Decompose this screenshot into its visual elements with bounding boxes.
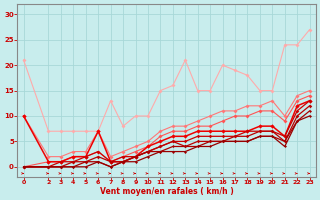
X-axis label: Vent moyen/en rafales ( km/h ): Vent moyen/en rafales ( km/h ) [100, 187, 234, 196]
